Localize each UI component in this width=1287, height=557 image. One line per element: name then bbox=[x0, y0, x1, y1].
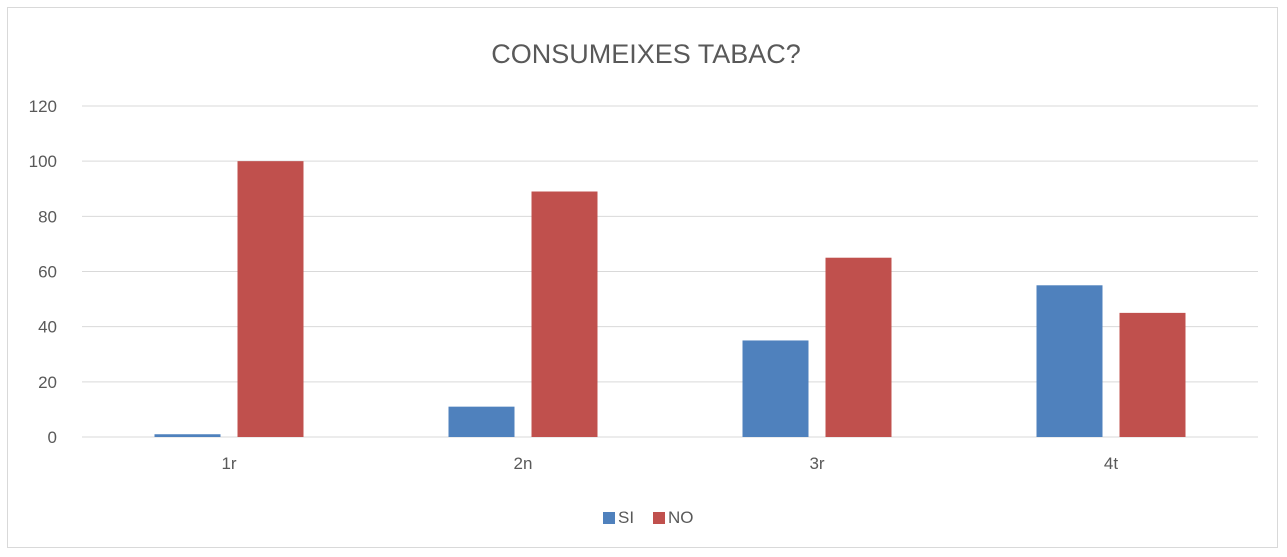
x-tick-label: 4t bbox=[1104, 454, 1118, 473]
legend-swatch-no bbox=[653, 512, 665, 524]
y-axis-ticks: 0 20 40 60 80 100 120 bbox=[29, 97, 57, 447]
bar-si-3r bbox=[742, 340, 809, 437]
x-tick-label: 2n bbox=[514, 454, 533, 473]
bar-no-3r bbox=[825, 257, 892, 437]
legend: SI NO bbox=[603, 508, 694, 527]
y-tick-label: 20 bbox=[38, 373, 57, 392]
bar-no-4t bbox=[1119, 312, 1186, 437]
x-tick-label: 3r bbox=[809, 454, 824, 473]
y-tick-label: 100 bbox=[29, 152, 57, 171]
y-tick-label: 0 bbox=[48, 428, 57, 447]
y-tick-label: 120 bbox=[29, 97, 57, 116]
y-tick-label: 60 bbox=[38, 263, 57, 282]
bar-no-2n bbox=[531, 191, 598, 437]
y-tick-label: 80 bbox=[38, 207, 57, 226]
y-tick-label: 40 bbox=[38, 318, 57, 337]
chart-title: CONSUMEIXES TABAC? bbox=[491, 39, 801, 69]
chart-frame bbox=[7, 7, 1278, 548]
bar-no-1r bbox=[237, 161, 304, 437]
bars bbox=[154, 161, 1186, 437]
x-tick-label: 1r bbox=[221, 454, 236, 473]
bar-si-2n bbox=[448, 406, 515, 437]
legend-swatch-si bbox=[603, 512, 615, 524]
bar-si-1r bbox=[154, 434, 221, 437]
bar-si-4t bbox=[1036, 285, 1103, 437]
x-axis-ticks: 1r 2n 3r 4t bbox=[221, 454, 1118, 473]
legend-label-si: SI bbox=[618, 508, 634, 527]
legend-label-no: NO bbox=[668, 508, 694, 527]
